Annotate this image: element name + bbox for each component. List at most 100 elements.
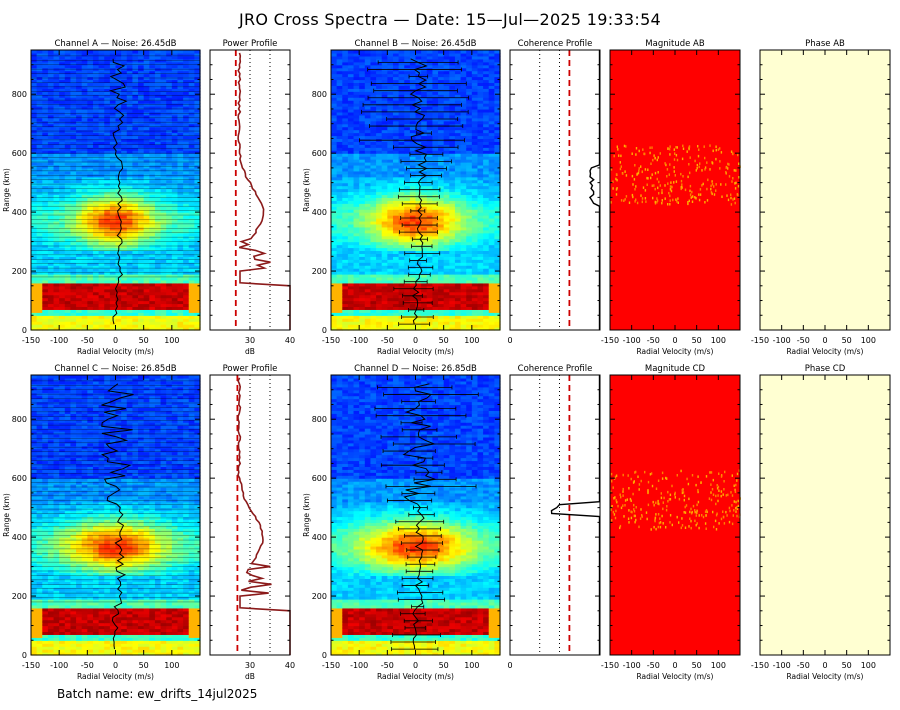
spectrum-cell xyxy=(364,276,372,281)
spectrum-cell xyxy=(488,238,495,243)
spectrum-cell xyxy=(177,229,184,234)
spectrum-cell xyxy=(47,309,55,313)
spectrum-cell xyxy=(154,209,162,213)
spectrum-cell xyxy=(87,70,94,75)
spectrum-cell xyxy=(421,241,428,246)
spectrum-cell xyxy=(166,64,173,69)
spectrum-cell xyxy=(438,250,445,254)
spectrum-cell xyxy=(154,91,162,95)
spectrum-cell xyxy=(387,170,394,175)
spectrum-cell xyxy=(36,197,43,201)
spectrum-cell xyxy=(104,297,111,302)
spectrum-cell xyxy=(36,150,43,154)
spectrum-cell xyxy=(31,114,38,119)
spectrum-cell xyxy=(376,150,383,154)
spectrum-cell xyxy=(143,241,150,246)
spectrum-cell xyxy=(460,256,467,260)
spectrum-cell xyxy=(342,170,349,175)
spectrum-cell xyxy=(143,203,150,207)
spectrum-cell xyxy=(415,235,422,240)
spectrum-cell xyxy=(53,282,60,287)
spectrum-cell xyxy=(460,147,467,151)
spectrum-cell xyxy=(404,223,411,228)
spectrum-cell xyxy=(342,212,349,216)
spectrum-cell xyxy=(409,291,417,296)
spectrum-cell xyxy=(59,297,66,302)
spectrum-cell xyxy=(53,94,60,98)
spectrum-cell xyxy=(36,167,43,172)
spectrum-cell xyxy=(483,306,490,310)
spectrum-cell xyxy=(471,185,479,190)
spectrum-cell xyxy=(160,129,167,134)
spectrum-cell xyxy=(109,64,117,69)
spectrum-cell xyxy=(81,185,88,190)
spectrum-cell xyxy=(98,91,105,95)
spectrum-cell xyxy=(81,82,88,86)
spectrum-cell xyxy=(359,229,366,234)
spectrum-cell xyxy=(143,97,150,101)
spectrum-cell xyxy=(364,300,372,305)
spectrum-cell xyxy=(359,218,366,222)
spectrum-cell xyxy=(143,271,150,275)
spectrum-cell xyxy=(183,321,190,325)
spectrum-cell xyxy=(194,191,201,196)
spectrum-cell xyxy=(359,300,366,305)
spectrum-cell xyxy=(353,259,360,263)
spectrum-cell xyxy=(109,306,117,310)
spectrum-cell xyxy=(47,315,55,319)
spectrum-cell xyxy=(126,91,133,95)
spectrum-cell xyxy=(149,306,156,310)
spectrum-cell xyxy=(398,218,405,222)
spectrum-cell xyxy=(36,218,43,222)
spectrum-cell xyxy=(42,191,49,196)
spectrum-cell xyxy=(392,291,400,296)
spectrum-cell xyxy=(166,194,173,198)
spectrum-cell xyxy=(460,218,467,222)
spectrum-cell xyxy=(494,188,501,193)
spectrum-cell xyxy=(132,247,139,252)
spectrum-cell xyxy=(398,232,405,237)
spectrum-cell xyxy=(177,123,184,128)
spectrum-cell xyxy=(183,126,190,131)
spectrum-cell xyxy=(36,212,43,216)
spectrum-cell xyxy=(392,135,400,140)
spectrum-cell xyxy=(171,294,179,299)
spectrum-cell xyxy=(392,259,400,263)
spectrum-cell xyxy=(331,226,338,231)
spectrum-cell xyxy=(98,111,105,116)
spectrum-cell xyxy=(392,162,400,166)
spectrum-cell xyxy=(194,144,201,148)
spectrum-cell xyxy=(194,67,201,72)
spectrum-cell xyxy=(149,141,156,145)
spectrum-cell xyxy=(331,315,338,319)
spectrum-cell xyxy=(409,141,417,145)
spectrum-cell xyxy=(53,91,60,95)
spectrum-cell xyxy=(53,294,60,299)
spectrum-cell xyxy=(376,226,383,231)
spectrum-cell xyxy=(160,55,167,60)
spectrum-cell xyxy=(171,144,179,148)
spectrum-cell xyxy=(143,282,150,287)
spectrum-cell xyxy=(392,212,400,216)
spectrum-cell xyxy=(76,106,83,110)
spectrum-cell xyxy=(31,324,38,328)
spectrum-cell xyxy=(47,64,55,69)
spectrum-cell xyxy=(121,185,128,190)
spectrum-cell xyxy=(109,294,117,299)
spectrum-cell xyxy=(177,218,184,222)
spectrum-cell xyxy=(31,159,38,163)
spectrum-cell xyxy=(404,182,411,187)
spectrum-cell xyxy=(104,97,111,101)
spectrum-cell xyxy=(183,247,190,252)
spectrum-cell xyxy=(171,132,179,137)
spectrum-cell xyxy=(370,259,377,263)
spectrum-cell xyxy=(353,215,360,219)
spectrum-cell xyxy=(336,206,343,210)
spectrum-cell xyxy=(438,179,445,184)
spectrum-cell xyxy=(160,97,167,101)
spectrum-cell xyxy=(160,291,167,296)
spectrum-cell xyxy=(47,215,55,219)
spectrum-cell xyxy=(154,150,162,154)
spectrum-cell xyxy=(194,241,201,246)
spectrum-cell xyxy=(188,294,195,299)
